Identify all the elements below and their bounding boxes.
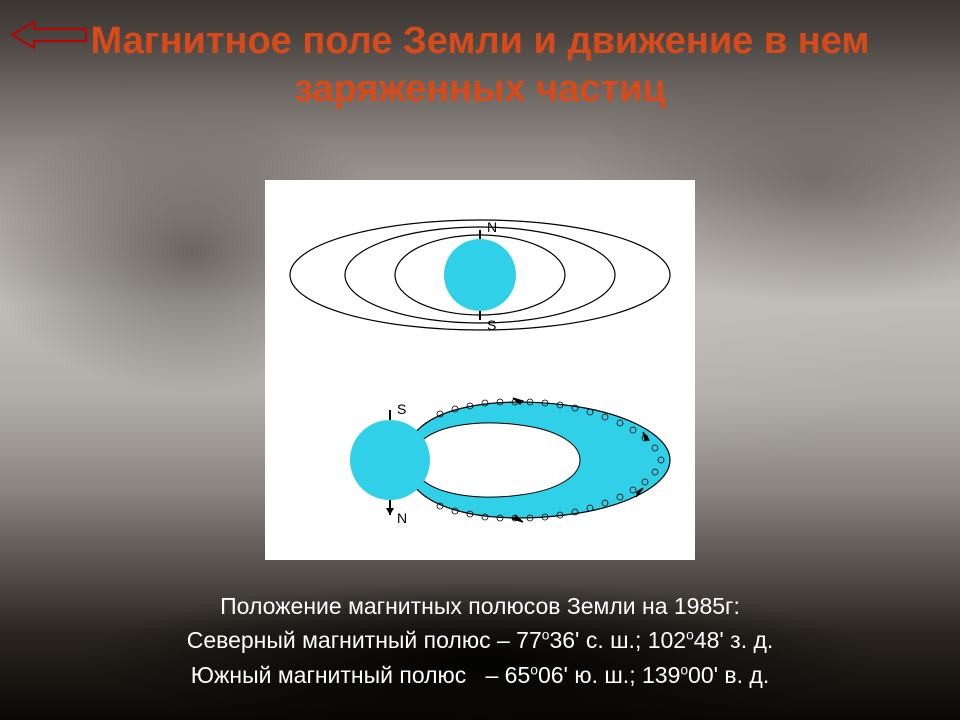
earth-top [444,239,516,311]
slide-title: Магнитное поле Земли и движение в нем за… [0,18,960,113]
label-s: S [397,401,406,417]
caption-heading: Положение магнитных полюсов Земли на 198… [0,589,960,624]
label-south: S [487,317,496,333]
caption-south: Южный магнитный полюс – 65о06' ю. ш.; 13… [0,658,960,693]
caption-north: Северный магнитный полюс – 77о36' с. ш.;… [0,623,960,658]
label-north: N [487,219,497,235]
label-n: N [397,510,407,526]
magnetosphere-diagram: S N [350,398,670,526]
magnetosphere-inner [413,423,580,497]
caption-block: Положение магнитных полюсов Земли на 198… [0,589,960,693]
earth-bottom [350,420,430,500]
diagram-container: N S [265,180,695,560]
dipole-diagram: N S [290,219,670,333]
